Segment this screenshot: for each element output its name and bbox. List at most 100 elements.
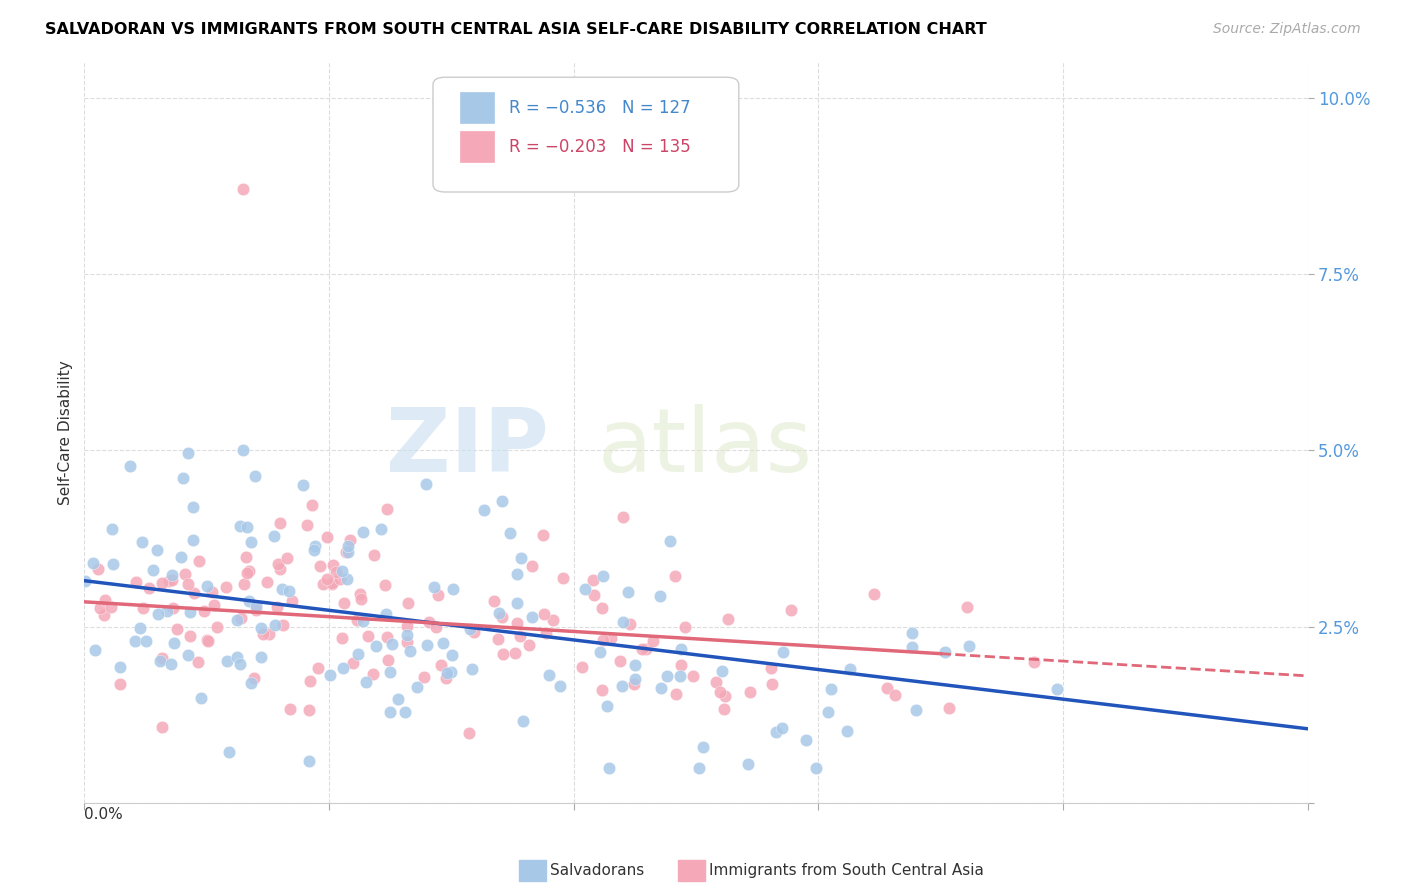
Point — [486, 632, 509, 646]
Point — [582, 573, 605, 587]
Point — [232, 576, 254, 591]
Point — [957, 640, 980, 654]
Point — [636, 642, 658, 657]
Point — [321, 577, 343, 591]
Point — [363, 548, 385, 562]
Point — [820, 682, 842, 697]
Point — [225, 613, 247, 627]
Point — [276, 551, 298, 566]
Point — [682, 668, 704, 682]
Point — [591, 601, 613, 615]
Point — [207, 620, 229, 634]
Point — [183, 533, 205, 548]
Point — [704, 674, 727, 689]
Point — [150, 720, 173, 734]
Point — [179, 629, 201, 643]
Point — [298, 754, 321, 768]
Point — [619, 616, 641, 631]
Point — [375, 607, 398, 621]
Point — [458, 726, 481, 740]
Point — [505, 596, 527, 610]
Point — [591, 682, 613, 697]
Point — [267, 557, 290, 571]
Point — [352, 615, 374, 629]
Point — [669, 669, 692, 683]
Point — [108, 659, 131, 673]
Point — [357, 629, 380, 643]
Text: Source: ZipAtlas.com: Source: ZipAtlas.com — [1213, 22, 1361, 37]
Point — [415, 476, 437, 491]
Point — [118, 458, 141, 473]
Point — [375, 630, 398, 644]
Point — [148, 607, 170, 621]
Point — [387, 692, 409, 706]
Point — [181, 500, 204, 514]
Point — [197, 634, 219, 648]
Point — [177, 577, 200, 591]
Point — [215, 580, 238, 594]
Point — [232, 443, 254, 458]
Point — [422, 580, 444, 594]
Point — [352, 524, 374, 539]
Point — [177, 648, 200, 662]
Point — [765, 725, 787, 739]
Point — [82, 556, 104, 570]
Point — [232, 182, 254, 196]
Point — [553, 571, 575, 585]
Point — [413, 670, 436, 684]
Point — [172, 471, 194, 485]
Bar — [460, 131, 494, 162]
Bar — [460, 92, 494, 123]
Point — [138, 581, 160, 595]
Point — [337, 539, 360, 553]
Point — [772, 644, 794, 658]
Point — [709, 685, 731, 699]
Point — [531, 528, 554, 542]
Point — [780, 603, 803, 617]
Point — [884, 688, 907, 702]
Point — [592, 568, 614, 582]
Point — [190, 690, 212, 705]
Point — [492, 647, 515, 661]
Point — [269, 516, 291, 531]
Point — [86, 562, 108, 576]
Point — [761, 676, 783, 690]
Point — [796, 732, 818, 747]
Point — [336, 572, 359, 586]
Point — [592, 633, 614, 648]
Point — [83, 643, 105, 657]
Point — [145, 543, 167, 558]
Point — [624, 658, 647, 673]
Point — [292, 478, 315, 492]
Point — [75, 574, 97, 588]
Point — [770, 721, 793, 735]
Point — [374, 577, 396, 591]
Point — [256, 574, 278, 589]
Point — [460, 662, 482, 676]
Point — [533, 607, 555, 621]
Point — [710, 664, 733, 678]
Point — [505, 615, 527, 630]
Point — [375, 501, 398, 516]
Point — [160, 573, 183, 587]
Point — [187, 655, 209, 669]
Point — [589, 645, 612, 659]
Point — [839, 663, 862, 677]
Point — [349, 587, 371, 601]
Point — [659, 533, 682, 548]
Point — [309, 559, 332, 574]
Point — [263, 618, 285, 632]
Point — [218, 745, 240, 759]
Point — [302, 542, 325, 557]
Point — [612, 615, 634, 630]
Point — [571, 660, 593, 674]
Point — [380, 665, 402, 679]
Point — [335, 544, 357, 558]
Point — [321, 575, 343, 590]
Point — [429, 657, 451, 672]
Point — [503, 646, 526, 660]
Point — [195, 579, 218, 593]
Point — [187, 554, 209, 568]
Point — [271, 617, 294, 632]
Text: ZIP: ZIP — [387, 404, 550, 491]
